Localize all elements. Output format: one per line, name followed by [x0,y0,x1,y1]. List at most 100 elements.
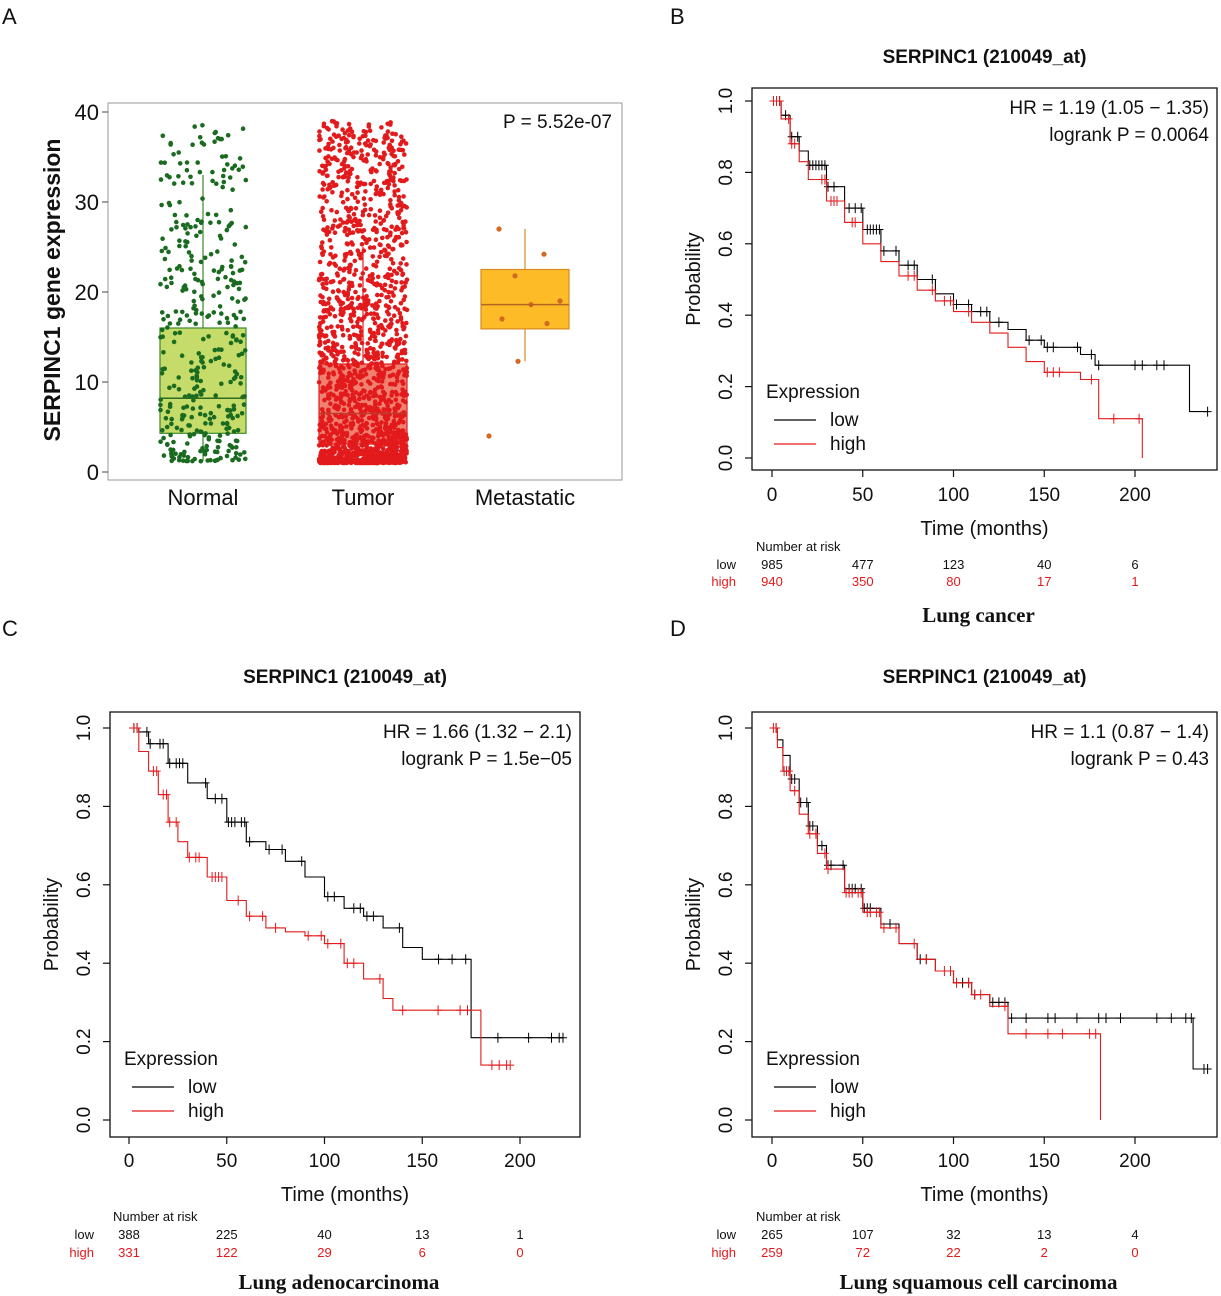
data-point [374,169,379,174]
x-tick-label: 0 [124,1151,135,1172]
survival-curve [772,727,1208,1070]
data-point [367,273,373,279]
data-point [359,148,364,153]
data-point [171,152,176,157]
data-point [321,299,326,305]
data-point [373,264,379,269]
data-point [349,319,354,324]
data-point [380,325,385,331]
data-point [381,454,386,460]
data-point [334,124,339,129]
censor-mark [398,1005,407,1016]
data-point [194,373,199,379]
data-point [167,202,173,208]
risk-row-label: high [69,1245,94,1260]
data-point [373,417,379,423]
data-point [393,234,399,240]
data-point [389,278,395,284]
data-point [372,320,378,326]
data-point [190,406,196,411]
data-point [224,227,230,233]
data-point [163,416,169,421]
data-point [395,159,401,164]
censor-mark [1203,406,1212,417]
data-point [387,366,393,371]
data-point [192,271,197,277]
data-point [238,339,243,345]
data-point [331,353,336,359]
data-point [403,333,409,339]
legend-label: high [188,1101,224,1122]
censor-mark [146,738,155,749]
data-point [169,453,174,458]
data-point [400,324,406,329]
censor-mark [559,1032,567,1043]
data-point [350,420,356,426]
data-point [194,428,200,433]
censor-mark [790,785,799,796]
data-point [371,178,377,184]
data-point [363,189,368,194]
censor-mark [547,1032,556,1043]
data-point [206,334,211,339]
data-point [215,445,221,450]
data-point [352,454,357,459]
data-point [398,301,404,306]
data-point [191,397,196,403]
data-point [353,371,358,376]
data-point [349,383,354,389]
data-point [238,452,243,457]
data-point [375,274,381,280]
data-point [339,161,345,167]
data-point [368,207,374,212]
data-point [224,330,229,336]
data-point [377,424,383,429]
data-point [397,178,403,183]
data-point [355,248,361,253]
data-point [189,253,194,259]
risk-value: 32 [946,1227,960,1242]
data-point [208,220,213,225]
censor-mark [875,907,884,918]
data-point [201,365,207,370]
data-point [197,411,203,417]
risk-value: 0 [1131,1245,1138,1260]
logrank-p: logrank P = 0.43 [1070,749,1209,770]
data-point [383,248,388,253]
data-point [324,443,330,448]
data-point [364,405,370,410]
data-point [385,185,391,191]
data-point [396,194,402,200]
censor-mark [833,196,841,206]
data-point [187,318,192,324]
data-point [339,364,344,370]
censor-mark [330,891,339,902]
data-point [195,217,200,223]
data-point [204,443,209,449]
data-point [233,315,239,321]
data-point [321,357,327,363]
data-point [165,442,170,448]
risk-value: 40 [1037,557,1051,572]
censor-mark [495,1060,504,1071]
data-point [345,179,351,184]
data-point [391,178,396,184]
data-point [372,334,378,340]
censor-mark [1043,1013,1052,1024]
data-point [320,240,325,245]
data-point [372,405,378,411]
data-point [219,381,224,387]
data-point [347,269,352,275]
censor-mark [487,1060,496,1071]
data-point [180,309,185,315]
data-point [339,372,345,378]
data-point [189,181,195,186]
data-point [348,312,354,318]
y-tick-label: 1.0 [716,88,737,114]
data-point [392,192,398,198]
data-point [338,349,344,355]
data-point [200,123,205,128]
data-point [371,375,377,381]
data-point [208,457,213,463]
data-point [176,174,181,179]
